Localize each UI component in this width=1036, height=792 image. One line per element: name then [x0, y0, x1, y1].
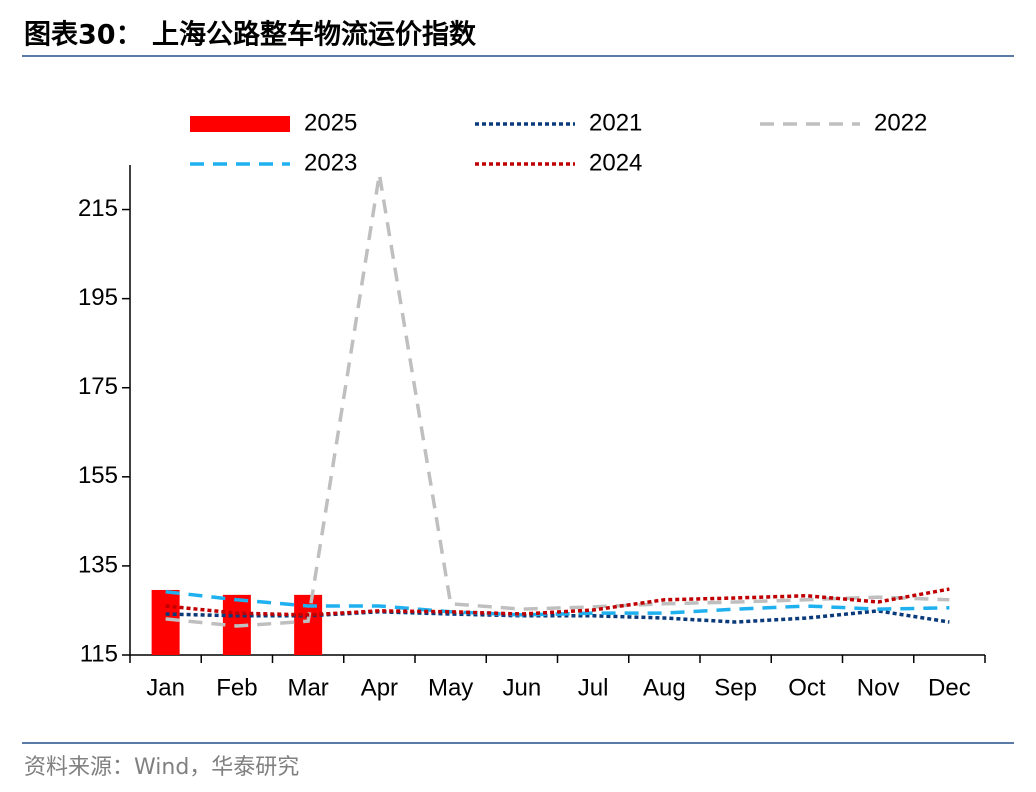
x-tick-label: Apr	[361, 674, 398, 701]
x-tick-label: Oct	[788, 674, 826, 701]
x-tick-label: Mar	[287, 674, 328, 701]
line-series	[165, 587, 950, 617]
y-tick-label: 175	[78, 373, 118, 400]
legend-label: 2023	[304, 149, 357, 176]
x-tick-label: Jun	[503, 674, 542, 701]
x-tick-label: Jul	[578, 674, 609, 701]
x-tick-label: May	[428, 674, 473, 701]
source-note: 资料来源：Wind，华泰研究	[24, 755, 299, 780]
x-tick-label: Feb	[216, 674, 257, 701]
x-tick-label: Sep	[714, 674, 757, 701]
legend-label: 2024	[589, 149, 642, 176]
x-tick-label: Dec	[928, 674, 971, 701]
line-series	[165, 609, 950, 624]
legend-label: 2022	[874, 109, 927, 136]
x-tick-label: Nov	[857, 674, 900, 701]
y-tick-label: 135	[78, 551, 118, 578]
x-tick-label: Aug	[643, 674, 686, 701]
line-series	[165, 174, 950, 628]
legend-label: 2025	[304, 109, 357, 136]
bar	[151, 589, 180, 655]
x-tick-label: Jan	[146, 674, 185, 701]
chart-title: 图表30： 上海公路整车物流运价指数	[24, 19, 477, 51]
y-tick-label: 115	[80, 640, 118, 667]
y-tick-label: 155	[78, 462, 118, 489]
y-tick-label: 195	[78, 284, 118, 311]
legend-swatch	[190, 116, 290, 132]
line-series	[165, 590, 950, 617]
bar	[294, 594, 323, 655]
legend-label: 2021	[589, 109, 642, 136]
y-tick-label: 215	[78, 195, 118, 222]
